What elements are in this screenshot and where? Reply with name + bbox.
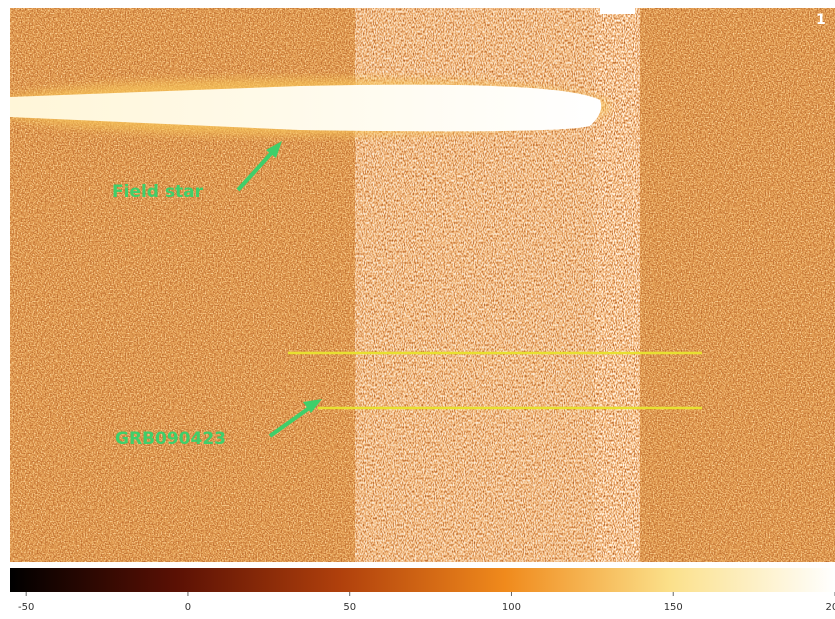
tick-label: -50 xyxy=(18,602,34,613)
tick-label: 200 xyxy=(825,602,835,613)
figure: Field star GRB090423 1 -50 0 50 100 150 200 xyxy=(0,0,835,619)
annotation: GRB090423 xyxy=(115,429,226,449)
spectrum-image xyxy=(0,8,835,562)
tick-label: 150 xyxy=(664,602,683,613)
annotation: Field star xyxy=(112,182,204,202)
tick-label: 50 xyxy=(343,602,356,613)
panel-label: 1 xyxy=(816,12,826,28)
tick-label: 100 xyxy=(502,602,521,613)
colorbar-ticks: -50 0 50 100 150 200 xyxy=(18,592,835,613)
colorbar xyxy=(10,568,835,592)
tick-label: 0 xyxy=(185,602,191,613)
